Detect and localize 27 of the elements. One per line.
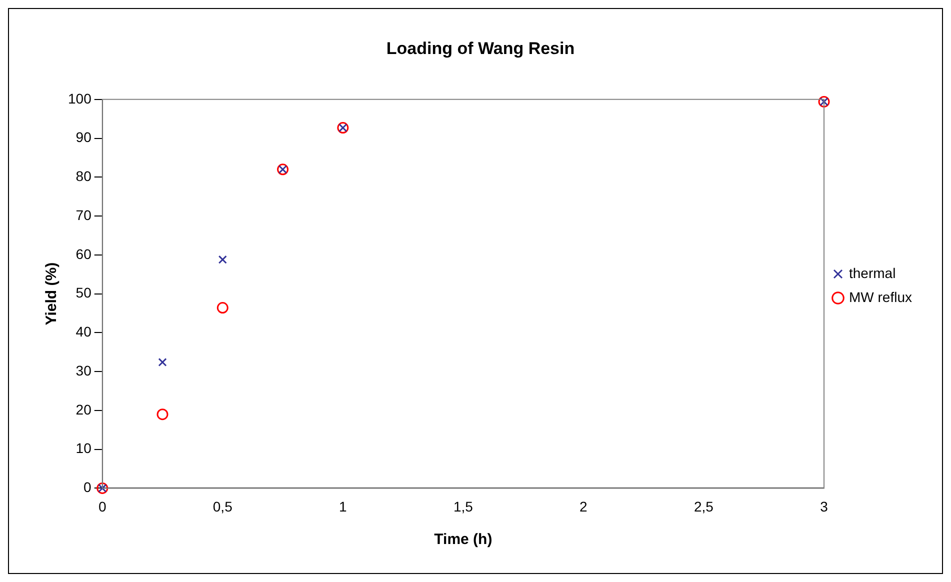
x-tick-label: 0 — [98, 498, 106, 514]
x-tick-label: 0,5 — [212, 498, 233, 514]
y-tick-label: 0 — [84, 479, 92, 496]
y-tick-label: 80 — [76, 168, 92, 184]
point — [158, 358, 167, 367]
x-tick-label: 1 — [339, 498, 348, 514]
y-tick-label: 100 — [68, 90, 92, 106]
y-tick-label: 30 — [76, 362, 92, 378]
legend-label: MW reflux — [849, 288, 912, 305]
x-tick-label: 3 — [820, 498, 828, 514]
y-tick-label: 20 — [76, 401, 92, 418]
x-tick-label: 2 — [580, 498, 588, 514]
point — [218, 255, 227, 264]
y-tick-label: 60 — [76, 246, 92, 262]
point — [216, 302, 228, 314]
y-tick-label: 10 — [76, 440, 92, 456]
legend-label: thermal — [849, 264, 896, 281]
x-tick-label: 1,5 — [453, 498, 474, 514]
y-tick-label: 40 — [76, 324, 92, 340]
y-tick-label: 90 — [76, 129, 92, 146]
point — [156, 408, 168, 420]
chart-title: Loading of Wang Resin — [386, 38, 575, 58]
y-tick-label: 70 — [76, 206, 92, 223]
x-axis-title: Time (h) — [434, 531, 492, 548]
x-tick-label: 2,5 — [694, 498, 714, 514]
y-axis-title: Yield (%) — [43, 262, 60, 326]
y-tick-label: 50 — [76, 284, 92, 301]
